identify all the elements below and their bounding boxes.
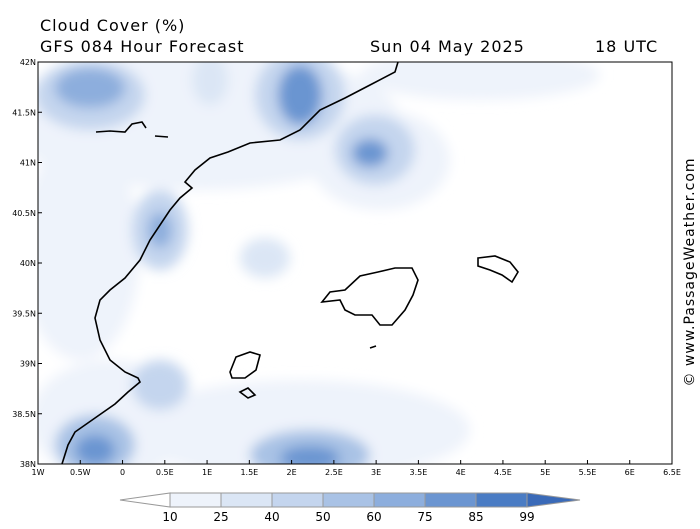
lon-label: 1W [32, 468, 45, 477]
lon-label: 5E [540, 468, 550, 477]
colorbar-box [220, 492, 273, 508]
lon-label: 4E [456, 468, 466, 477]
colorbar-label: 85 [468, 510, 483, 524]
coastline [61, 61, 519, 465]
lon-label: 2E [287, 468, 297, 477]
colorbar-box [424, 492, 477, 508]
colorbar-label: 60 [366, 510, 381, 524]
colorbar-box [169, 492, 222, 508]
lon-label: 3E [371, 468, 381, 477]
lon-label: 3.5E [410, 468, 428, 477]
colorbar-label: 99 [519, 510, 534, 524]
lon-label: 6E [625, 468, 635, 477]
lat-label: 41N [20, 159, 36, 168]
lat-label: 40.5N [12, 209, 36, 218]
lon-label: 4.5E [494, 468, 512, 477]
lat-label: 42N [20, 58, 36, 67]
colorbar-high [526, 492, 581, 508]
forecast-date: Sun 04 May 2025 [370, 37, 525, 56]
lon-label: 2.5E [325, 468, 343, 477]
lat-label: 38N [20, 460, 36, 469]
lat-label: 39.5N [12, 309, 36, 318]
colorbar-label: 25 [213, 510, 228, 524]
colorbar-label: 10 [162, 510, 177, 524]
lon-label: 1.5E [240, 468, 258, 477]
map-subtitle: GFS 084 Hour Forecast [40, 37, 245, 56]
colorbar-label: 50 [315, 510, 330, 524]
colorbar-box [271, 492, 324, 508]
colorbar-box [475, 492, 528, 508]
lon-label: 0.5E [156, 468, 174, 477]
lat-label: 40N [20, 259, 36, 268]
colorbar-low [119, 492, 171, 508]
colorbar-box [373, 492, 426, 508]
lat-label: 38.5N [12, 410, 36, 419]
lat-label: 39N [20, 360, 36, 369]
colorbar-label: 40 [264, 510, 279, 524]
forecast-time: 18 UTC [595, 37, 658, 56]
colorbar-label: 75 [417, 510, 432, 524]
lon-label: 0.5W [70, 468, 91, 477]
lon-label: 6.5E [663, 468, 681, 477]
lon-label: 0 [120, 468, 125, 477]
watermark: © www.PassageWeather.com [682, 157, 698, 386]
map-title: Cloud Cover (%) [40, 16, 185, 35]
lat-label: 41.5N [12, 108, 36, 117]
lon-label: 5.5E [579, 468, 597, 477]
lon-label: 1E [202, 468, 212, 477]
colorbar-box [322, 492, 375, 508]
cloud-field [38, 62, 672, 464]
